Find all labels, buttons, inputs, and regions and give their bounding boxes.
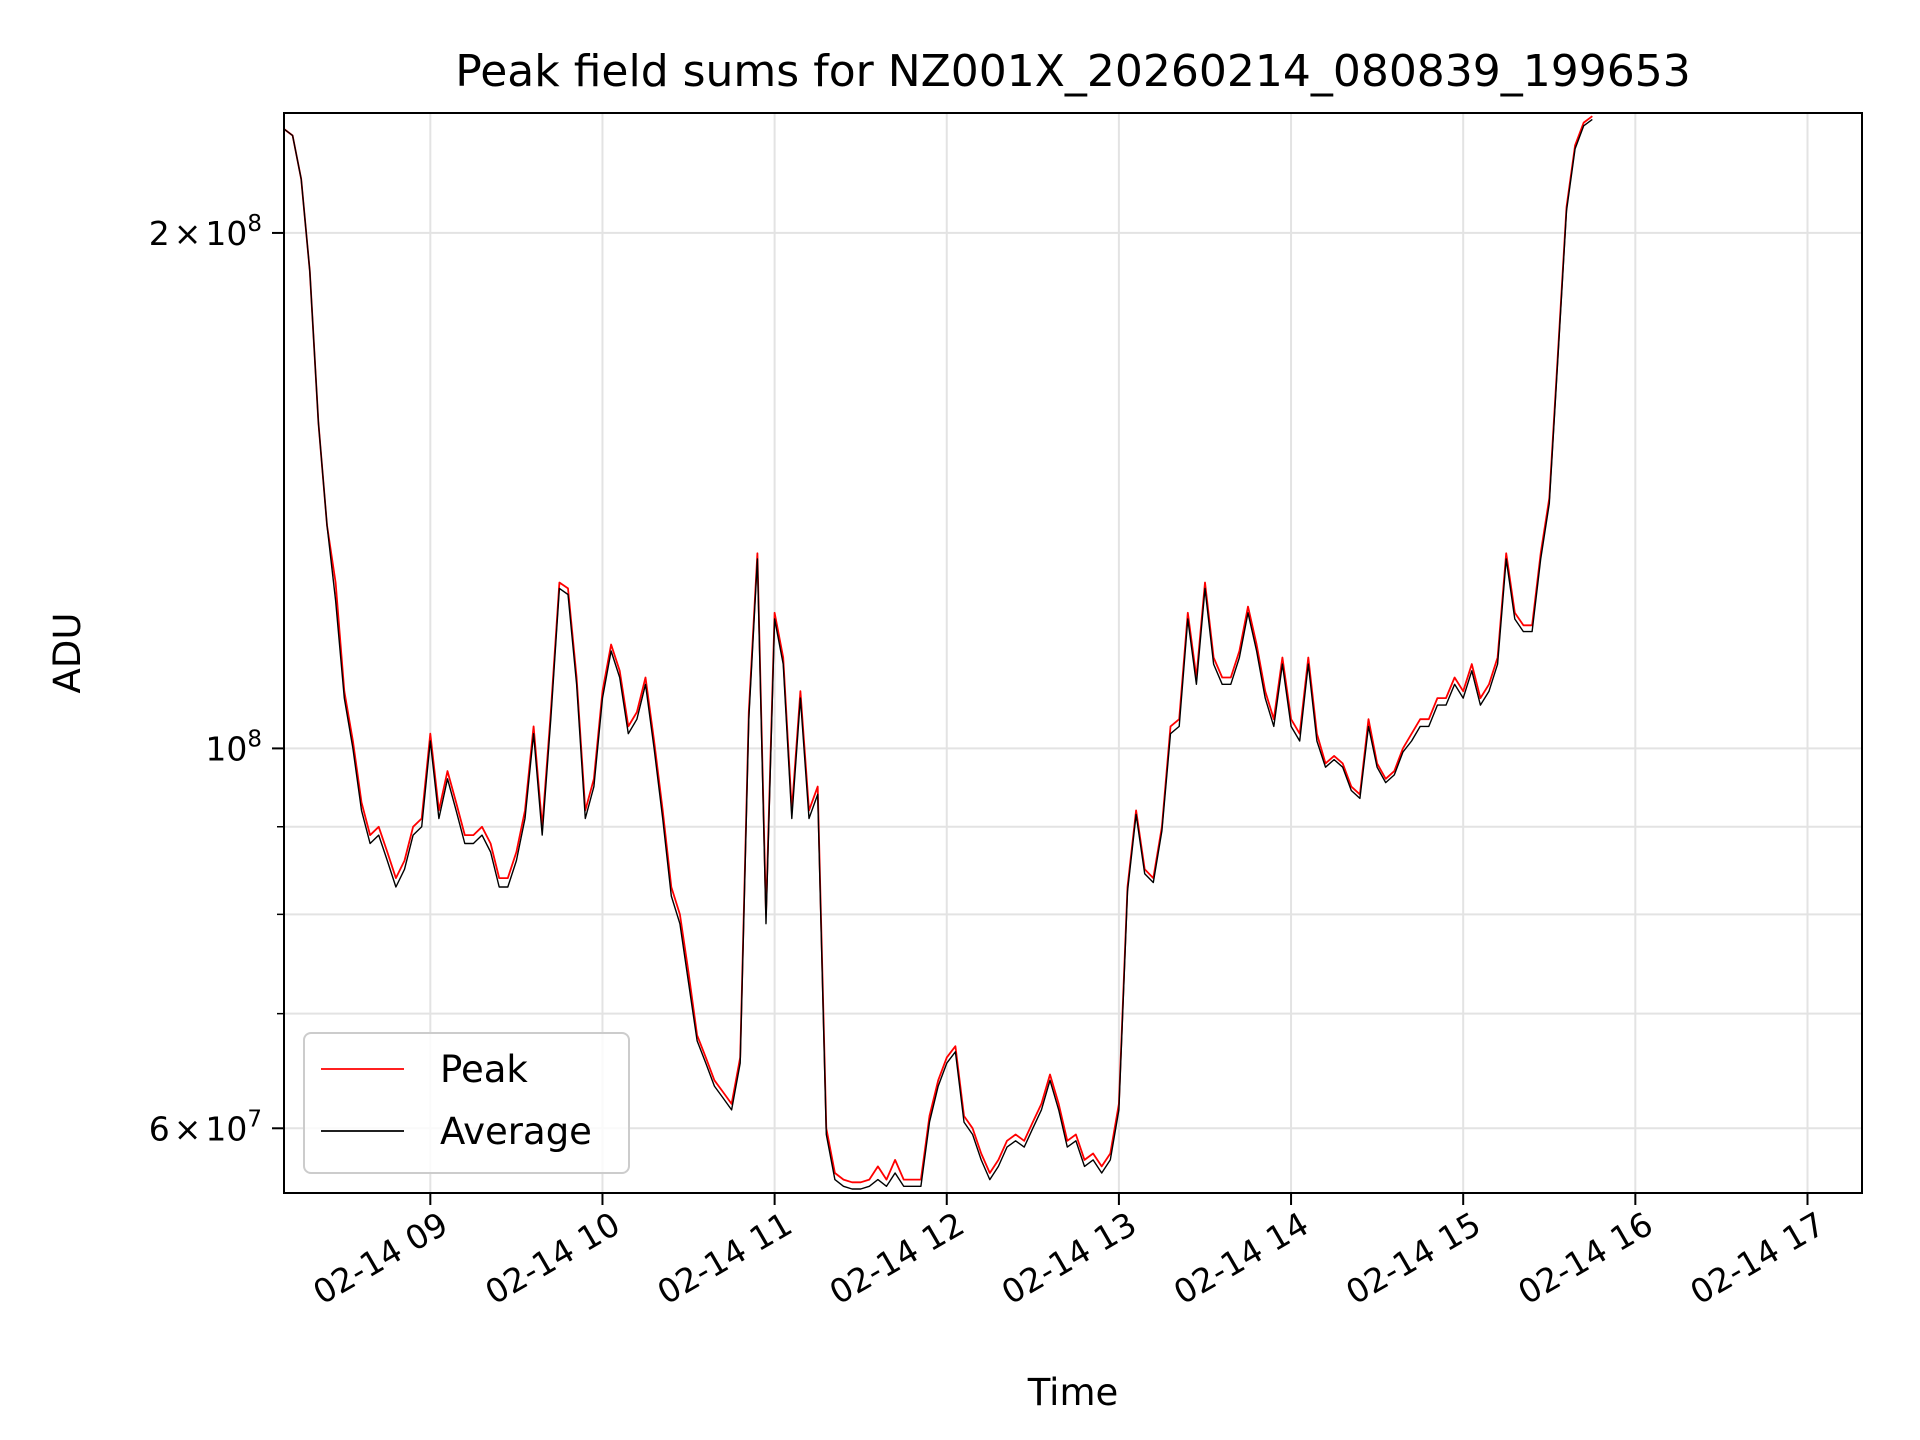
legend-peak-label: Peak: [440, 1048, 528, 1091]
chart-title: Peak field sums for NZ001X_20260214_0808…: [455, 46, 1691, 97]
y-tick-mantissa: 6: [149, 1109, 170, 1148]
x-tick-label: 02-14 11: [651, 1204, 799, 1312]
y-tick-exponent: 7: [247, 1106, 262, 1132]
series-line-average: [283, 118, 1593, 1190]
x-axis-ticks: 02-14 09 02-14 10 02-14 11 02-14 12 02-14 13…: [306, 1193, 1831, 1312]
x-tick-label: 02-14 16: [1511, 1204, 1659, 1312]
series-lines: [283, 115, 1593, 1190]
y-tick-times: ×: [174, 1109, 202, 1148]
x-tick-label: 02-14 14: [1167, 1204, 1315, 1312]
y-tick-mantissa: 2: [149, 214, 170, 253]
y-tick-exponent: 8: [247, 211, 262, 237]
y-tick-base: 10: [205, 729, 247, 768]
y-tick-label: 2 × 108: [149, 211, 262, 253]
x-tick-label: 02-14 09: [306, 1204, 454, 1312]
x-axis-label: Time: [1027, 1371, 1119, 1414]
x-tick-label: 02-14 12: [823, 1204, 971, 1312]
legend: Peak Average: [303, 1032, 630, 1174]
y-tick-label: 6 × 107: [149, 1106, 262, 1148]
x-tick-label: 02-14 13: [995, 1204, 1143, 1312]
y-tick-exponent: 8: [247, 726, 262, 752]
plot-frame: [283, 112, 1863, 1194]
x-tick-label: 02-14 15: [1339, 1204, 1487, 1312]
x-tick-label: 02-14 17: [1683, 1204, 1831, 1312]
series-line-peak: [283, 115, 1593, 1184]
y-tick-times: ×: [174, 214, 202, 253]
x-tick-label: 02-14 10: [478, 1204, 626, 1312]
legend-average-label: Average: [440, 1110, 592, 1153]
grid-lines: [284, 113, 1862, 1193]
y-tick-label: 108: [205, 726, 262, 768]
legend-box: [303, 1032, 630, 1174]
y-tick-base: 10: [205, 214, 247, 253]
y-axis-label: ADU: [46, 613, 89, 694]
y-tick-base: 10: [205, 1109, 247, 1148]
